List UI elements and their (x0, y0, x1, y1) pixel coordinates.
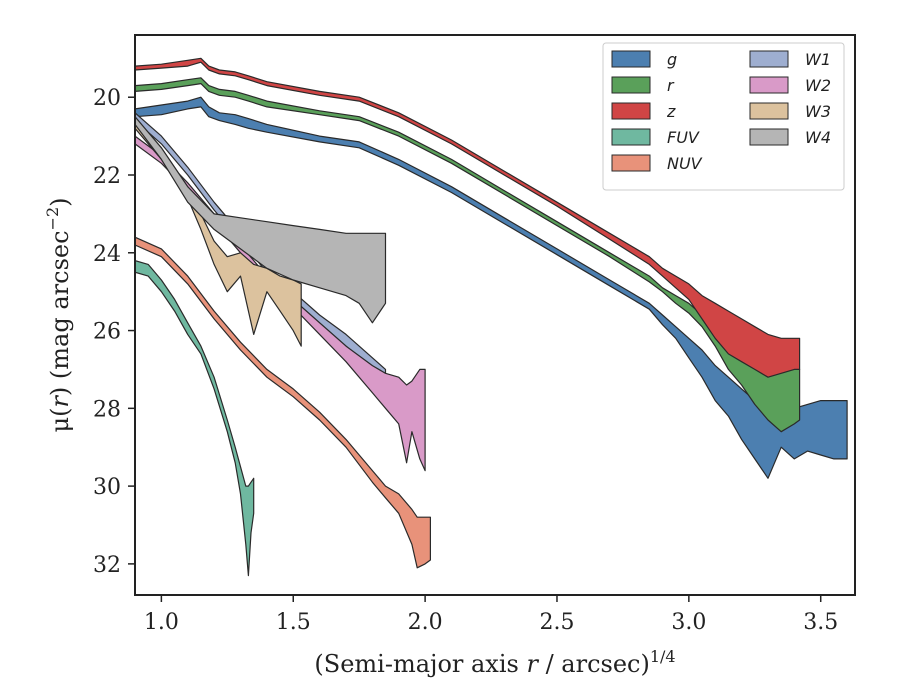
y-axis-ticks: 20 22 24 26 28 30 32 (93, 86, 135, 578)
legend-swatch-fuv (611, 128, 651, 146)
legend-swatch-g (611, 50, 651, 68)
legend-swatch-z (611, 102, 651, 120)
x-tick-label: 3.0 (671, 610, 706, 635)
y-tick-label: 20 (93, 86, 121, 111)
legend-swatch-w4 (749, 128, 789, 146)
legend-swatch-nuv (611, 154, 651, 172)
legend-label-z: z (666, 102, 676, 121)
band-z (135, 57, 801, 378)
legend-swatch-r (611, 76, 651, 94)
y-tick-label: 28 (93, 397, 121, 422)
x-tick-label: 2.5 (539, 610, 574, 635)
x-tick-label: 1.5 (276, 610, 311, 635)
legend-swatch-w2 (749, 76, 789, 94)
y-tick-label: 32 (93, 553, 121, 578)
band-w4 (135, 116, 387, 324)
band-g (135, 96, 848, 479)
profile-bands (135, 57, 848, 577)
x-axis-label: (Semi-major axis r / arcsec)1/4 (314, 647, 675, 678)
plot-frame (134, 34, 856, 596)
y-tick-label: 26 (93, 320, 121, 345)
legend-swatch-w1 (749, 50, 789, 68)
y-tick-label: 24 (93, 242, 121, 267)
legend-label-nuv: NUV (667, 154, 703, 173)
x-axis-ticks: 1.0 1.5 2.0 2.5 3.0 3.5 (144, 595, 838, 635)
legend: grz FUV NUV W1 W2 W3 W4 (602, 42, 845, 191)
legend-label-w2: W2 (805, 76, 831, 95)
legend-label-fuv: FUV (667, 128, 700, 147)
band-nuv (135, 236, 431, 569)
legend-label-w4: W4 (805, 128, 831, 147)
y-tick-label: 22 (93, 164, 121, 189)
y-axis-label: μ(r) (mag arcsec−2) (43, 197, 74, 432)
band-fuv (135, 260, 255, 577)
x-tick-label: 3.5 (803, 610, 838, 635)
legend-label-w3: W3 (805, 102, 831, 121)
x-tick-label: 1.0 (144, 610, 179, 635)
x-tick-label: 2.0 (408, 610, 443, 635)
band-r (135, 77, 801, 433)
legend-label-w1: W1 (805, 50, 831, 69)
legend-label-r: r (667, 76, 675, 95)
legend-label-g: g (667, 50, 677, 69)
y-tick-label: 30 (93, 475, 121, 500)
legend-swatch-w3 (749, 102, 789, 120)
